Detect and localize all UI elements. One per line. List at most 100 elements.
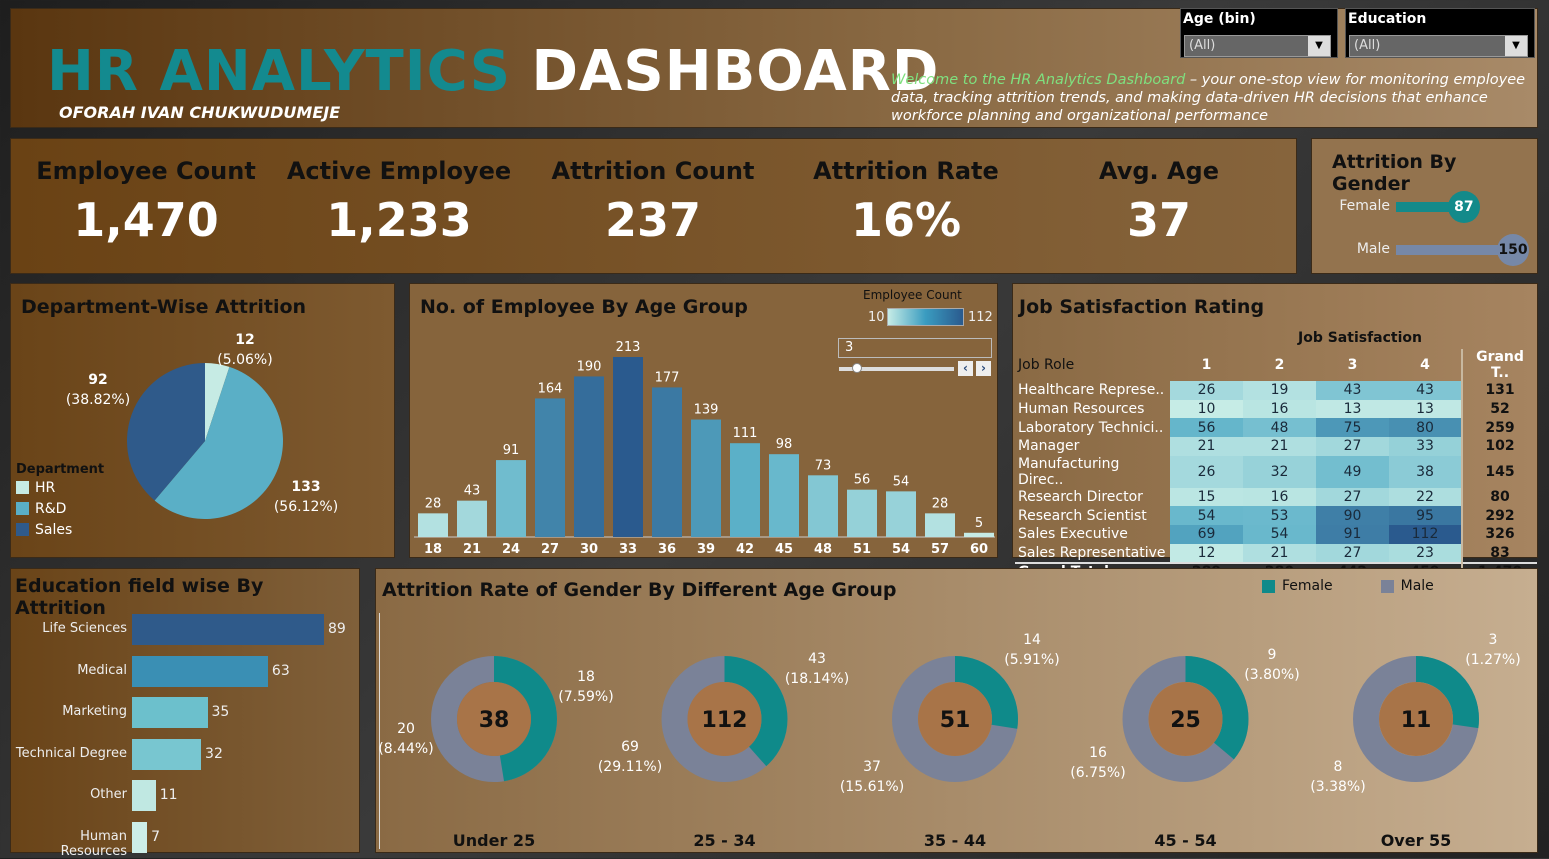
age-group-label: 35 - 44: [924, 831, 986, 850]
heatmap-cell[interactable]: 54: [1243, 525, 1316, 544]
heatmap-cell[interactable]: 23: [1389, 543, 1462, 563]
heatmap-cell[interactable]: 43: [1389, 381, 1462, 400]
donut-female-segment[interactable]: [431, 656, 557, 782]
age-bar[interactable]: [847, 489, 877, 537]
bin-size-slider[interactable]: [839, 367, 954, 371]
heatmap-cell[interactable]: 13: [1389, 399, 1462, 419]
education-label: Medical: [77, 662, 127, 678]
donut-female-segment[interactable]: [892, 656, 1018, 782]
heatmap-cell[interactable]: 21: [1170, 437, 1243, 456]
heatmap-cell[interactable]: 12: [1170, 543, 1243, 563]
legend-item[interactable]: HR: [16, 477, 104, 498]
heatmap-cell[interactable]: 48: [1243, 418, 1316, 438]
heatmap-cell[interactable]: 91: [1316, 525, 1389, 544]
heatmap-cell[interactable]: 69: [1170, 525, 1243, 544]
heatmap-cell[interactable]: 13: [1316, 399, 1389, 419]
age-bar[interactable]: [652, 387, 682, 537]
bin-size-input[interactable]: 3: [838, 338, 992, 358]
heatmap-cell[interactable]: 27: [1316, 543, 1389, 563]
x-tick-label: 60: [970, 542, 988, 557]
age-bar[interactable]: [691, 419, 721, 537]
age-bar[interactable]: [496, 460, 526, 537]
legend-swatch: [1380, 579, 1394, 593]
age-bar[interactable]: [613, 357, 643, 537]
gender-bar[interactable]: [1396, 245, 1513, 255]
heatmap-cell[interactable]: 26: [1170, 381, 1243, 400]
age-bar[interactable]: [964, 532, 994, 537]
heatmap-cell[interactable]: 32: [1243, 455, 1316, 488]
education-value-label: 7: [151, 828, 161, 845]
heatmap-cell[interactable]: 21: [1243, 437, 1316, 456]
education-bar[interactable]: [132, 738, 202, 770]
legend-item[interactable]: Sales: [16, 519, 104, 540]
heatmap-cell[interactable]: 27: [1316, 487, 1389, 507]
donut-center: [457, 682, 531, 756]
education-select[interactable]: (All) ▼: [1349, 35, 1528, 57]
chevron-right-icon[interactable]: ›: [976, 361, 991, 376]
legend-item[interactable]: R&D: [16, 498, 104, 519]
education-filter[interactable]: Education (All) ▼: [1345, 8, 1535, 58]
age-bar[interactable]: [457, 500, 487, 537]
female-value-label: 18: [577, 669, 595, 685]
gender-bar[interactable]: [1396, 202, 1464, 212]
heatmap-cell[interactable]: 56: [1170, 418, 1243, 438]
job-role-cell: Sales Executive: [1018, 526, 1128, 543]
heatmap-cell[interactable]: 38: [1389, 455, 1462, 488]
heatmap-cell[interactable]: 53: [1243, 506, 1316, 526]
education-bar[interactable]: [132, 655, 268, 687]
female-pct-label: (3.80%): [1244, 667, 1299, 683]
heatmap-cell[interactable]: 80: [1389, 418, 1462, 438]
age-bar[interactable]: [808, 475, 838, 537]
pie-slice-rd[interactable]: [154, 366, 283, 519]
job-role-cell: Human Resources: [1018, 401, 1145, 418]
age-bar[interactable]: [418, 513, 448, 537]
heatmap-cell[interactable]: 43: [1316, 381, 1389, 400]
column-header: 3: [1347, 357, 1358, 373]
age-bar[interactable]: [925, 513, 955, 537]
panel-title: No. of Employee By Age Group: [420, 296, 748, 318]
education-bar[interactable]: [132, 614, 324, 645]
heatmap-cell[interactable]: 22: [1389, 487, 1462, 507]
education-bar[interactable]: [132, 697, 208, 728]
age-bin-filter[interactable]: Age (bin) (All) ▼: [1180, 8, 1338, 58]
chevron-down-icon[interactable]: ▼: [1308, 36, 1330, 56]
donut-female-segment[interactable]: [1122, 656, 1249, 782]
heatmap-cell[interactable]: 16: [1243, 399, 1316, 419]
donut-female-segment[interactable]: [661, 656, 788, 782]
x-tick-label: 57: [931, 542, 949, 557]
heatmap-cell[interactable]: 90: [1316, 506, 1389, 526]
heatmap-cell[interactable]: 49: [1316, 455, 1389, 488]
donut-female-segment[interactable]: [1353, 656, 1479, 782]
age-bar[interactable]: [535, 398, 565, 537]
heatmap-cell[interactable]: 15: [1170, 487, 1243, 507]
heatmap-cell[interactable]: 26: [1170, 455, 1243, 488]
heatmap-cell[interactable]: 112: [1389, 525, 1462, 544]
chevron-left-icon[interactable]: ‹: [958, 361, 973, 376]
age-bar[interactable]: [769, 454, 799, 537]
slider-handle[interactable]: [852, 363, 862, 373]
age-bin-select[interactable]: (All) ▼: [1184, 35, 1331, 57]
kpi-label: Attrition Count: [551, 157, 755, 185]
x-tick-label: 30: [580, 542, 598, 557]
heatmap-cell[interactable]: 27: [1316, 437, 1389, 456]
age-bar[interactable]: [730, 443, 760, 537]
heatmap-cell[interactable]: 16: [1243, 487, 1316, 507]
pie-slice-sales[interactable]: [127, 363, 205, 501]
chevron-down-icon[interactable]: ▼: [1505, 36, 1527, 56]
heatmap-cell[interactable]: 19: [1243, 381, 1316, 400]
table-row: Sales Representative 12 21 27 23 83: [1015, 543, 1537, 563]
heatmap-cell[interactable]: 21: [1243, 543, 1316, 563]
education-bar[interactable]: [132, 821, 148, 853]
age-bar[interactable]: [886, 491, 916, 537]
slice-value-label: 133: [291, 479, 320, 495]
legend-item[interactable]: Male: [1380, 578, 1434, 594]
heatmap-cell[interactable]: 54: [1170, 506, 1243, 526]
heatmap-cell[interactable]: 10: [1170, 399, 1243, 419]
heatmap-cell[interactable]: 33: [1389, 437, 1462, 456]
legend-item[interactable]: Female: [1262, 578, 1333, 594]
heatmap-cell[interactable]: 75: [1316, 418, 1389, 438]
heatmap-cell[interactable]: 95: [1389, 506, 1462, 526]
pie-slice-hr[interactable]: [205, 363, 230, 441]
age-bar[interactable]: [574, 376, 604, 537]
education-bar[interactable]: [132, 780, 156, 811]
